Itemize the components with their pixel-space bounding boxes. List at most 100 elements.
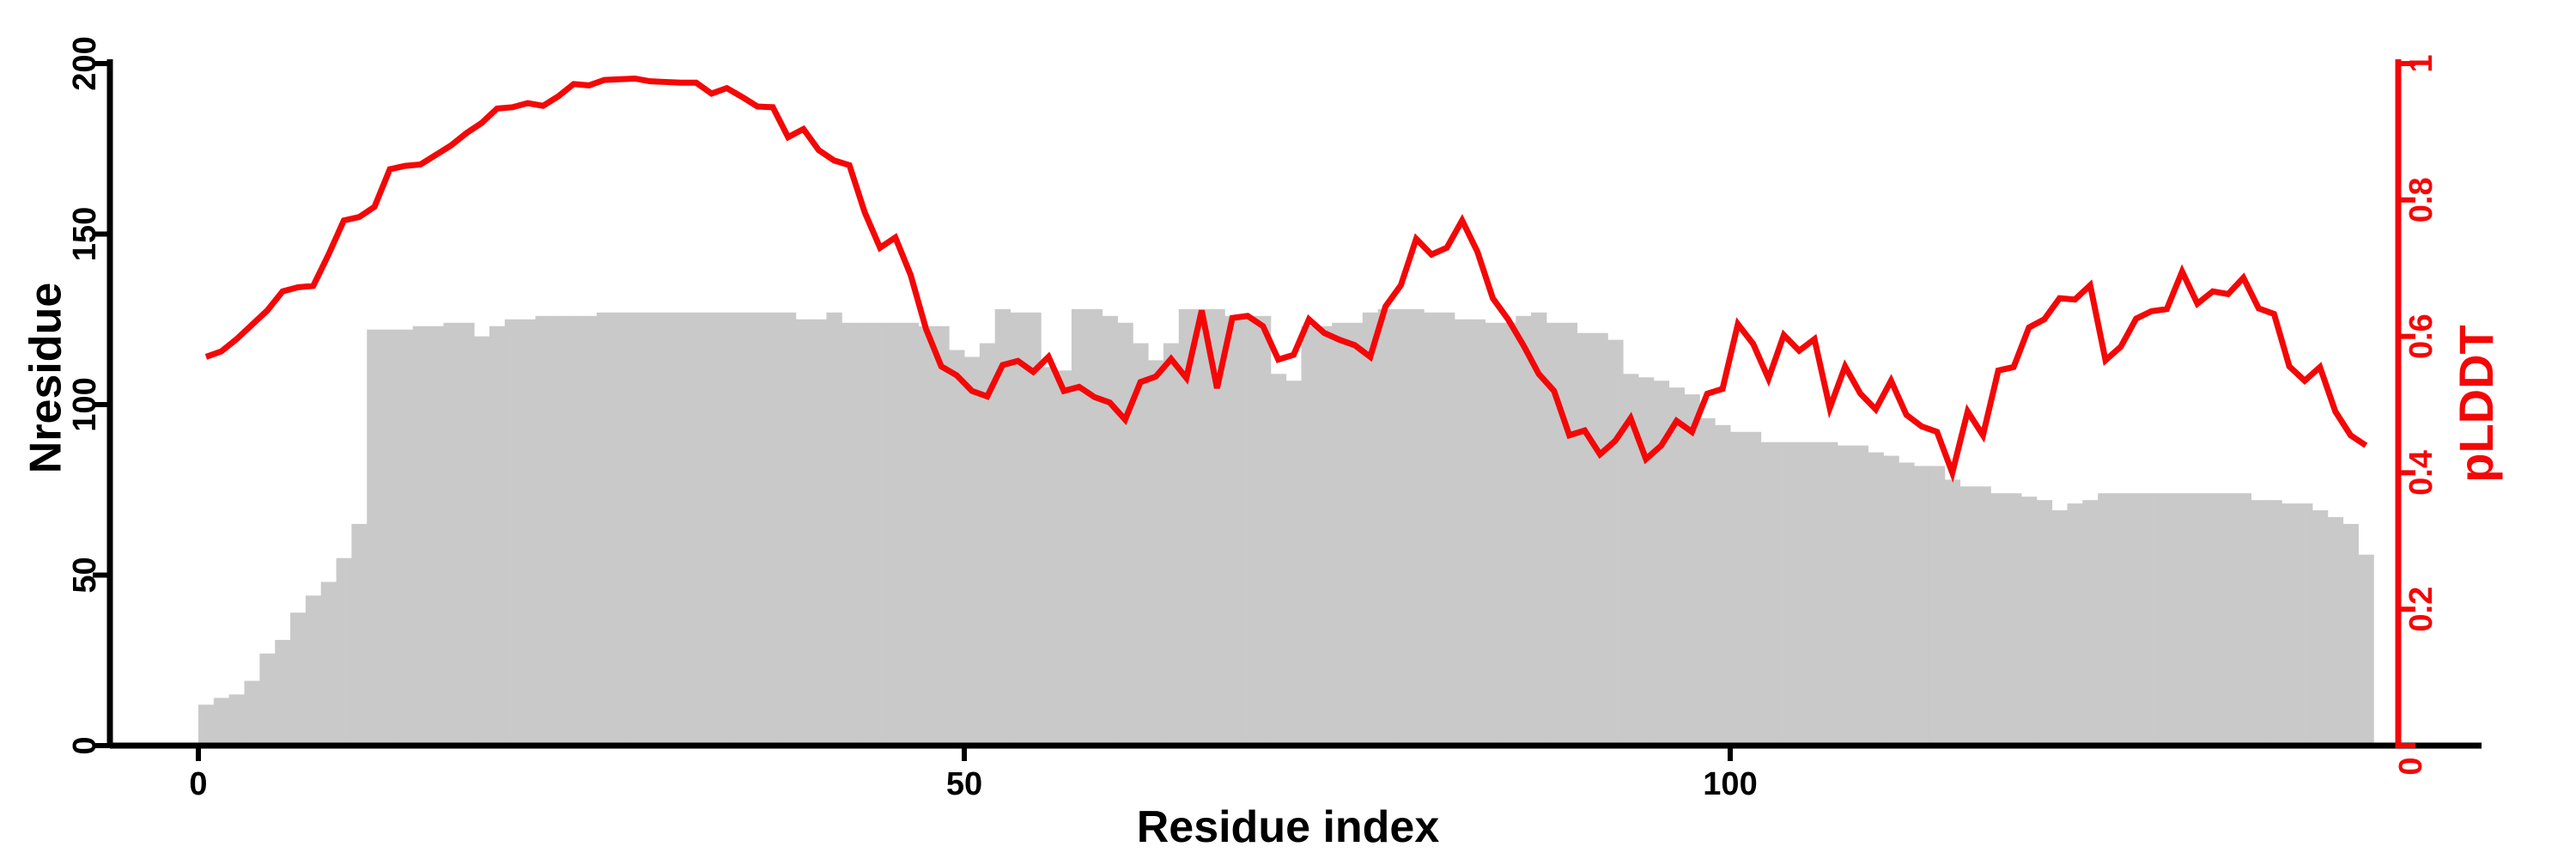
nresidue-bar bbox=[198, 704, 215, 746]
nresidue-bar bbox=[244, 680, 260, 746]
nresidue-bar bbox=[1745, 431, 1762, 746]
nresidue-bar bbox=[979, 343, 996, 746]
nresidue-bar bbox=[1653, 381, 1670, 746]
nresidue-bar bbox=[2128, 493, 2145, 746]
nresidue-bar bbox=[734, 312, 750, 746]
y-axis-left-title: Nresidue bbox=[21, 283, 71, 474]
nresidue-bar bbox=[902, 322, 919, 746]
left-tick-label: 50 bbox=[67, 557, 103, 593]
nresidue-bar bbox=[305, 595, 322, 746]
nresidue-bar bbox=[1439, 312, 1455, 746]
nresidue-bar bbox=[1637, 377, 1655, 746]
nresidue-bar bbox=[2312, 510, 2329, 746]
nresidue-bar bbox=[719, 312, 735, 746]
nresidue-bar bbox=[765, 312, 781, 746]
nresidue-bar bbox=[1837, 445, 1854, 746]
nresidue-bar bbox=[1270, 374, 1287, 746]
nresidue-bar bbox=[887, 322, 904, 746]
nresidue-bar bbox=[1209, 308, 1225, 746]
nresidue-bar bbox=[1393, 308, 1409, 746]
nresidue-bar bbox=[964, 356, 981, 746]
nresidue-bar bbox=[1301, 326, 1317, 746]
nresidue-bar bbox=[841, 322, 858, 746]
nresidue-bar bbox=[1332, 322, 1348, 746]
nresidue-bar bbox=[1668, 387, 1685, 746]
nresidue-bar bbox=[1607, 339, 1624, 746]
nresidue-bar bbox=[750, 312, 766, 746]
nresidue-bar bbox=[1868, 452, 1884, 746]
nresidue-bar bbox=[1041, 367, 1057, 746]
nresidue-bar bbox=[1224, 315, 1241, 746]
nresidue-bar bbox=[1194, 308, 1210, 746]
right-y-axis: 0 0.2 0.4 0.6 0.8 1 bbox=[2393, 54, 2439, 775]
nresidue-bar bbox=[811, 319, 827, 746]
right-tick-label: 0 bbox=[2393, 757, 2429, 775]
nresidue-bar bbox=[918, 326, 934, 746]
nresidue-bar bbox=[2051, 510, 2068, 746]
nresidue-bar bbox=[1163, 343, 1180, 746]
nresidue-bar bbox=[627, 312, 643, 746]
nresidue-bar bbox=[1347, 322, 1364, 746]
nresidue-bar bbox=[1899, 462, 1915, 746]
nresidue-bar bbox=[994, 308, 1012, 746]
nresidue-bar bbox=[1025, 312, 1042, 746]
nresidue-bar bbox=[1255, 315, 1272, 746]
nresidue-bar bbox=[1807, 442, 1823, 746]
nresidue-bar bbox=[1485, 322, 1501, 746]
nresidue-bar bbox=[1852, 445, 1869, 746]
nresidue-bar bbox=[2036, 500, 2053, 746]
nresidue-bar bbox=[1086, 308, 1103, 746]
nresidue-bar bbox=[1546, 322, 1563, 746]
nresidue-bar bbox=[673, 312, 690, 746]
nresidue-bar bbox=[566, 315, 582, 746]
nresidue-bar bbox=[275, 639, 291, 746]
nresidue-bar bbox=[1408, 308, 1425, 746]
nresidue-bars bbox=[198, 308, 2374, 746]
nresidue-bar bbox=[2235, 493, 2252, 746]
nresidue-bar bbox=[1424, 312, 1440, 746]
nresidue-bar bbox=[1990, 493, 2007, 746]
nresidue-bar bbox=[1117, 322, 1133, 746]
nresidue-bar bbox=[857, 322, 873, 746]
right-tick-label: 0.2 bbox=[2403, 587, 2439, 632]
nresidue-bar bbox=[1730, 431, 1747, 746]
nresidue-bar bbox=[1975, 486, 1991, 746]
nresidue-bar bbox=[1102, 315, 1118, 746]
nresidue-bar bbox=[872, 322, 889, 746]
nresidue-bar bbox=[1822, 442, 1838, 746]
nresidue-bar bbox=[2067, 503, 2083, 746]
nresidue-bar bbox=[688, 312, 705, 746]
nresidue-bar bbox=[2174, 493, 2190, 746]
plddt-line bbox=[204, 75, 2368, 484]
nresidue-bar bbox=[351, 523, 368, 746]
nresidue-bar bbox=[228, 694, 246, 746]
right-tick-label: 0.6 bbox=[2403, 314, 2439, 359]
nresidue-bar bbox=[550, 315, 567, 746]
left-tick-label: 200 bbox=[67, 36, 103, 90]
nresidue-bar bbox=[367, 329, 383, 746]
nresidue-bar bbox=[2251, 500, 2267, 746]
nresidue-bar bbox=[320, 582, 337, 746]
left-tick-label: 0 bbox=[67, 736, 103, 754]
left-tick-label: 150 bbox=[67, 207, 103, 261]
nresidue-bar bbox=[1577, 332, 1593, 746]
nresidue-bar bbox=[658, 312, 674, 746]
nresidue-bar bbox=[504, 319, 521, 746]
nresidue-bar bbox=[2082, 500, 2099, 746]
nresidue-bar bbox=[2358, 554, 2374, 746]
nresidue-bar bbox=[1377, 308, 1394, 746]
x-tick-label: 100 bbox=[1703, 766, 1757, 802]
nresidue-bar bbox=[2281, 503, 2298, 746]
nresidue-bar bbox=[1454, 319, 1471, 746]
nresidue-bar bbox=[581, 315, 598, 746]
nresidue-bar bbox=[795, 319, 812, 746]
nresidue-bar bbox=[2327, 517, 2344, 746]
nresidue-bar bbox=[1516, 315, 1532, 746]
right-tick-label: 0.8 bbox=[2403, 177, 2439, 222]
nresidue-bar bbox=[1133, 343, 1149, 746]
nresidue-bar bbox=[1056, 370, 1072, 746]
nresidue-bar bbox=[2006, 493, 2022, 746]
nresidue-bar bbox=[2020, 497, 2038, 746]
nresidue-bar bbox=[259, 653, 276, 746]
